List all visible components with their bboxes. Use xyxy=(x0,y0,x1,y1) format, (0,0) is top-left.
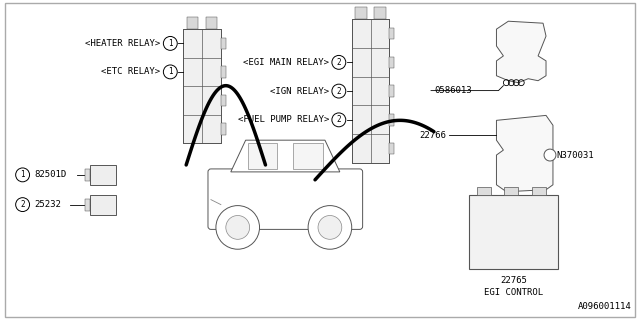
Circle shape xyxy=(216,206,260,249)
Bar xyxy=(221,95,226,106)
Text: <ETC RELAY>: <ETC RELAY> xyxy=(101,68,161,76)
Bar xyxy=(389,28,394,39)
Bar xyxy=(389,114,394,126)
Text: 1: 1 xyxy=(168,39,173,48)
Text: 22765: 22765 xyxy=(500,276,527,285)
Circle shape xyxy=(308,206,352,249)
Circle shape xyxy=(332,113,346,127)
Bar xyxy=(221,123,226,135)
Bar xyxy=(90,195,116,214)
Bar xyxy=(248,143,277,169)
Bar xyxy=(90,165,116,185)
Text: 2: 2 xyxy=(337,87,341,96)
Text: 2: 2 xyxy=(337,58,341,67)
Circle shape xyxy=(544,149,556,161)
Bar xyxy=(183,29,221,143)
Bar xyxy=(187,17,198,29)
Text: <FUEL PUMP RELAY>: <FUEL PUMP RELAY> xyxy=(237,115,329,124)
Bar xyxy=(352,19,389,163)
Text: 1: 1 xyxy=(20,170,25,180)
Bar xyxy=(374,7,386,19)
Circle shape xyxy=(163,36,177,50)
Text: <IGN RELAY>: <IGN RELAY> xyxy=(270,87,329,96)
Bar xyxy=(389,85,394,97)
Polygon shape xyxy=(497,21,546,83)
Bar xyxy=(85,199,90,211)
Bar xyxy=(293,143,323,169)
Bar xyxy=(477,187,490,195)
Circle shape xyxy=(226,215,250,239)
Bar xyxy=(532,187,546,195)
Text: <EGI MAIN RELAY>: <EGI MAIN RELAY> xyxy=(243,58,329,67)
Text: 2: 2 xyxy=(20,200,25,209)
Bar xyxy=(221,38,226,49)
Bar xyxy=(504,187,518,195)
Text: 22766: 22766 xyxy=(419,131,446,140)
Circle shape xyxy=(332,84,346,98)
Circle shape xyxy=(163,65,177,79)
Circle shape xyxy=(15,168,29,182)
Text: 82501D: 82501D xyxy=(35,170,67,180)
Text: 1: 1 xyxy=(168,68,173,76)
Polygon shape xyxy=(497,116,553,192)
Text: EGI CONTROL: EGI CONTROL xyxy=(484,288,543,297)
Text: A096001114: A096001114 xyxy=(577,302,631,311)
Bar xyxy=(221,66,226,77)
Bar xyxy=(468,195,558,269)
Text: 0586013: 0586013 xyxy=(434,86,472,95)
Bar xyxy=(206,17,217,29)
Text: 25232: 25232 xyxy=(35,200,61,209)
Circle shape xyxy=(15,198,29,212)
Bar xyxy=(389,57,394,68)
Text: <HEATER RELAY>: <HEATER RELAY> xyxy=(85,39,161,48)
Bar xyxy=(389,143,394,154)
Circle shape xyxy=(318,215,342,239)
Bar xyxy=(85,169,90,181)
FancyBboxPatch shape xyxy=(208,169,363,229)
Polygon shape xyxy=(231,140,340,172)
Circle shape xyxy=(332,55,346,69)
Text: 2: 2 xyxy=(337,115,341,124)
Bar xyxy=(355,7,367,19)
Text: N370031: N370031 xyxy=(556,150,593,160)
